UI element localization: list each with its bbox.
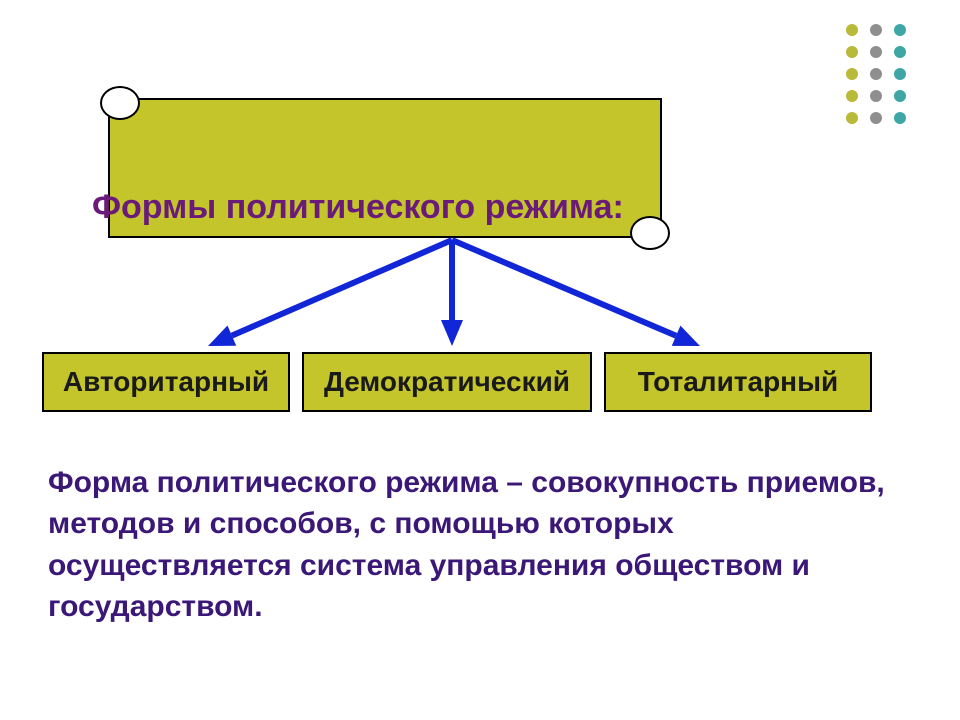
dots-svg xyxy=(840,18,930,138)
corner-dot-decoration xyxy=(840,18,930,138)
regime-box-label: Авторитарный xyxy=(63,366,269,398)
diagram-title: Формы политического режима: xyxy=(92,188,852,227)
regime-box-authoritarian: Авторитарный xyxy=(42,352,290,412)
definition-text: Форма политического режима – совокупност… xyxy=(48,462,902,628)
regime-box-democratic: Демократический xyxy=(302,352,592,412)
scroll-curl-top-left xyxy=(100,86,140,120)
regime-box-totalitarian: Тоталитарный xyxy=(604,352,872,412)
regime-box-label: Демократический xyxy=(324,366,570,398)
regime-box-label: Тоталитарный xyxy=(638,366,838,398)
